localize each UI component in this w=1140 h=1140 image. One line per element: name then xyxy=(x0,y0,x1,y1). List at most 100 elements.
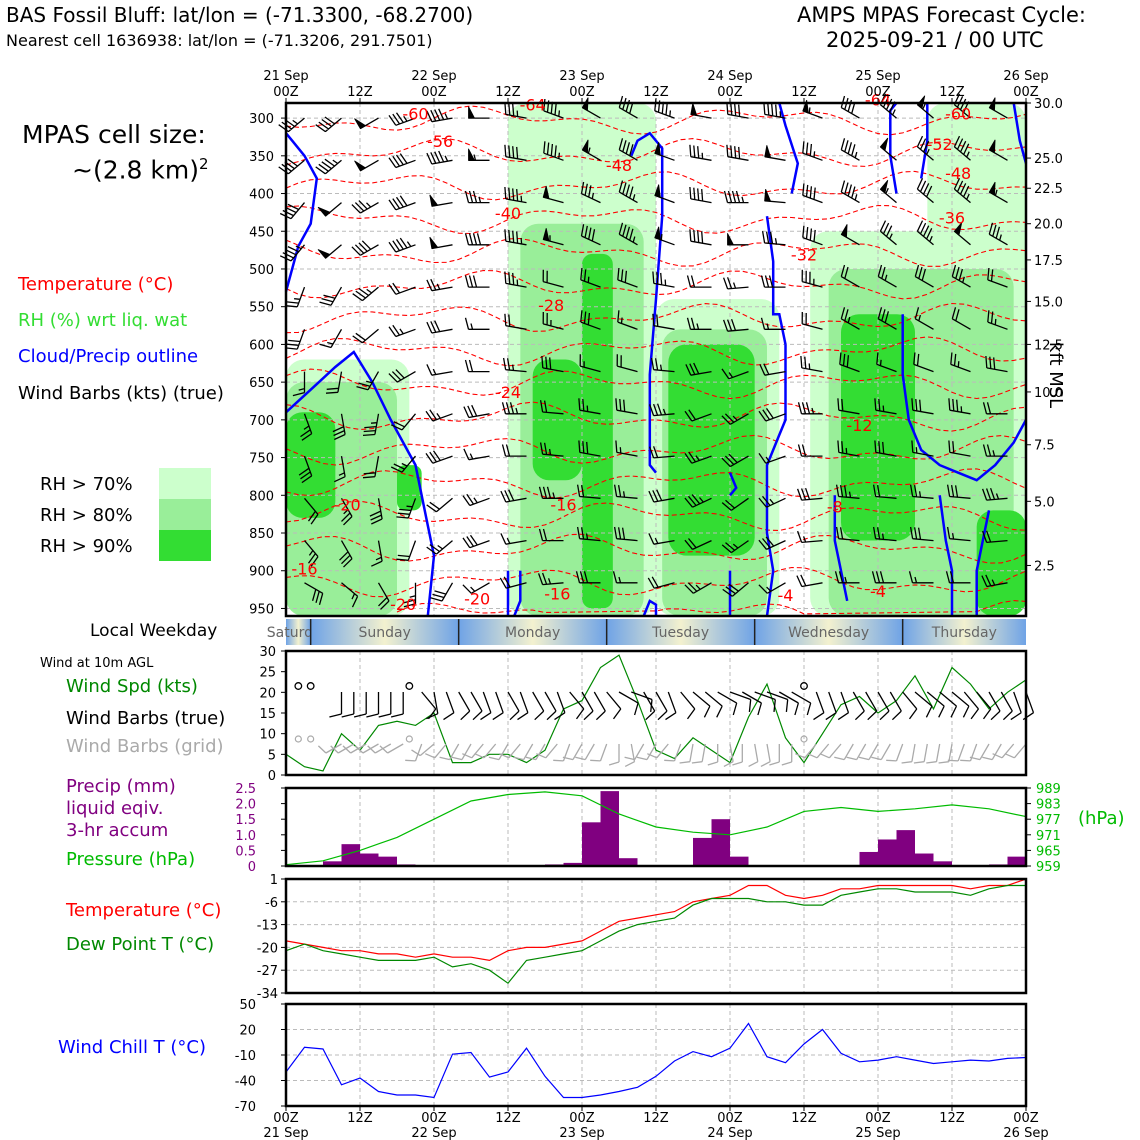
wind-barb-flag xyxy=(429,236,439,249)
wind-barb xyxy=(426,497,453,513)
wind-barb xyxy=(664,743,682,762)
bottom-hour-label: 00Z xyxy=(1013,1111,1039,1126)
wind-barb xyxy=(319,328,343,349)
weekday-label: Monday xyxy=(505,625,560,641)
pressure-tick-label: 600 xyxy=(249,338,274,353)
cloud-outline xyxy=(728,472,738,497)
temperature-label: -4 xyxy=(870,582,886,601)
wind-barb xyxy=(538,528,564,542)
wind-barb xyxy=(613,526,638,542)
wind-barb xyxy=(624,743,636,767)
wind-barb xyxy=(371,540,383,567)
calm-marker xyxy=(306,682,315,690)
wind-barb xyxy=(390,455,416,473)
wind-barb xyxy=(877,691,890,721)
wind-barb xyxy=(576,484,601,499)
pressure-tick-label: 350 xyxy=(249,150,274,165)
legend-barbs: Wind Barbs (kts) (true) xyxy=(18,383,224,404)
precip-tick-label: 1.5 xyxy=(235,813,256,828)
pressure-tick-label: 900 xyxy=(249,565,274,580)
wind-barb xyxy=(624,743,645,761)
top-hour-label: 00Z xyxy=(273,85,299,100)
pressure-tick-label: 650 xyxy=(249,376,274,391)
wind-barb xyxy=(606,691,622,720)
top-hour-label: 12Z xyxy=(347,85,373,100)
pressure-tick-label: 950 xyxy=(249,602,274,617)
pressure-tick-label: 965 xyxy=(1036,844,1061,859)
subtitle-left: Nearest cell 1636938: lat/lon = (-71.320… xyxy=(6,31,433,50)
cloud-outline xyxy=(285,350,436,617)
calm-marker-grid xyxy=(405,735,413,743)
local-weekday-label: Local Weekday xyxy=(90,621,218,641)
wind-barb xyxy=(341,692,355,718)
wind-barb xyxy=(539,442,564,457)
pressure-tick-label: 983 xyxy=(1036,798,1061,813)
wind-barb xyxy=(517,691,529,721)
wind-barb xyxy=(988,222,1008,246)
wind-barb xyxy=(369,498,383,525)
kft-tick-label: 22.5 xyxy=(1034,182,1063,197)
cloud-outline xyxy=(513,570,522,617)
wind-barb xyxy=(425,409,453,422)
weekday-band xyxy=(458,619,607,645)
legend-rh90-label: RH > 90% xyxy=(40,536,133,557)
wind-barb xyxy=(796,574,823,588)
wind-barb-flag xyxy=(654,142,661,156)
bottom-date-label: 21 Sep xyxy=(263,1126,308,1140)
temperature-label: -8 xyxy=(827,498,843,517)
temp-tick-label: -13 xyxy=(257,919,278,934)
wind-barb xyxy=(541,355,564,373)
wind-barb xyxy=(501,444,527,457)
temperature-contour xyxy=(285,401,1027,432)
wind-barb xyxy=(926,743,941,764)
wind-barb xyxy=(877,264,897,288)
wind-barb xyxy=(580,310,601,330)
wind-barb xyxy=(795,743,817,759)
wind-barb xyxy=(679,743,694,764)
precip-bar xyxy=(859,851,878,866)
wind-barb xyxy=(426,108,453,123)
wind-barb xyxy=(976,691,992,720)
temperature-contour xyxy=(285,533,1027,564)
wind-barb xyxy=(304,497,319,525)
wind-barb xyxy=(474,743,497,759)
precip-bar xyxy=(878,839,897,866)
top-hour-label: 00Z xyxy=(865,85,891,100)
wind-barb xyxy=(680,691,696,720)
wind-barb-flag xyxy=(988,139,996,154)
wind-barb xyxy=(443,691,455,721)
wind-barb xyxy=(837,398,860,415)
weekday-label: Tuesday xyxy=(651,625,709,641)
wind-barb xyxy=(569,691,585,720)
wind-barb xyxy=(987,310,1008,330)
wind-barb-flag xyxy=(953,222,963,236)
precip-tick-label: 0.5 xyxy=(235,844,256,859)
bottom-date-label: 22 Sep xyxy=(411,1126,456,1140)
wind-barb xyxy=(889,691,902,721)
wind-barb xyxy=(351,200,379,214)
bottom-hour-label: 12Z xyxy=(643,1111,669,1126)
wind-barb xyxy=(618,222,638,246)
wind-barb xyxy=(871,743,891,761)
wind-barb xyxy=(339,540,353,568)
wind-barb xyxy=(748,743,759,767)
wind-barb xyxy=(581,691,594,721)
bottom-date-label: 24 Sep xyxy=(707,1126,752,1140)
wind-barb-flag xyxy=(840,224,848,238)
wind-barb xyxy=(926,691,945,718)
wind-barb xyxy=(908,571,934,584)
wind-barb xyxy=(329,692,343,718)
wind-barb xyxy=(285,329,306,350)
precip-bar xyxy=(360,853,379,866)
wind-barb xyxy=(544,691,557,721)
wind-barb xyxy=(426,691,439,720)
wind-barb xyxy=(951,264,971,288)
precip-bar xyxy=(563,862,582,866)
wind-barb xyxy=(840,264,860,288)
wind-barb xyxy=(872,526,897,542)
wind-barb xyxy=(721,540,749,554)
wind-barb xyxy=(390,692,404,718)
wind-barb xyxy=(840,180,860,204)
wind-tick-label: 20 xyxy=(259,686,276,701)
wind-barb xyxy=(304,540,319,567)
